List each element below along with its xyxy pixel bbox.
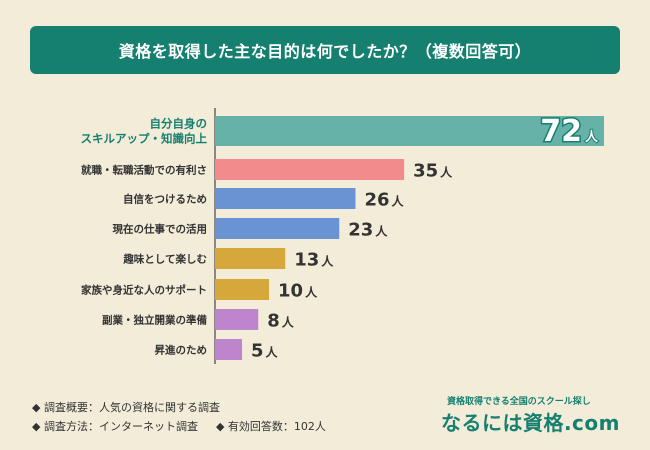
data-label: 23 人 xyxy=(348,220,388,241)
survey-notes: ◆ 調査概要：人気の資格に関する調査 ◆ 調査方法：インターネット調査 ◆ 有効… xyxy=(32,398,326,436)
data-label: 26 人 xyxy=(364,190,404,211)
brand-logo: なるには資格.com xyxy=(440,411,620,435)
category-label: 副業・独立開業の準備 xyxy=(102,314,207,327)
category-label: 就職・転職活動での有利さ xyxy=(81,164,207,177)
bar xyxy=(215,279,270,300)
category-label: 昇進のため xyxy=(155,344,208,357)
data-label: 13 人 xyxy=(294,250,334,271)
bar xyxy=(215,218,340,239)
bar xyxy=(215,116,604,146)
category-label: 家族や身近な人のサポート xyxy=(81,284,207,297)
data-label: 72 xyxy=(540,114,582,149)
bar xyxy=(215,339,243,360)
bar xyxy=(215,248,286,269)
bar xyxy=(215,159,405,180)
data-label: 35 人 xyxy=(413,161,453,182)
brand-block: 資格取得できる全国のスクール探し なるには資格.com xyxy=(441,394,620,436)
brand-tagline: 資格取得できる全国のスクール探し xyxy=(446,397,591,407)
data-label: 10 人 xyxy=(278,281,318,302)
survey-summary-note: ◆ 調査概要：人気の資格に関する調査 xyxy=(32,401,220,414)
chart-title: 資格を取得した主な目的は何でしたか？（複数回答可） xyxy=(30,26,620,74)
valid-responses-note: ◆ 有効回答数：102人 xyxy=(215,420,326,433)
bar xyxy=(215,188,356,209)
category-label: 現在の仕事での活用 xyxy=(113,223,208,236)
category-label: 趣味として楽しむ xyxy=(122,253,207,266)
category-label: 自信をつけるため xyxy=(123,193,207,206)
survey-method-note: ◆ 調査方法：インターネット調査 xyxy=(32,420,198,433)
category-label: 自分自身のスキルアップ・知識向上 xyxy=(81,117,208,146)
data-label-unit: 人 xyxy=(585,129,599,145)
bar xyxy=(215,309,259,330)
